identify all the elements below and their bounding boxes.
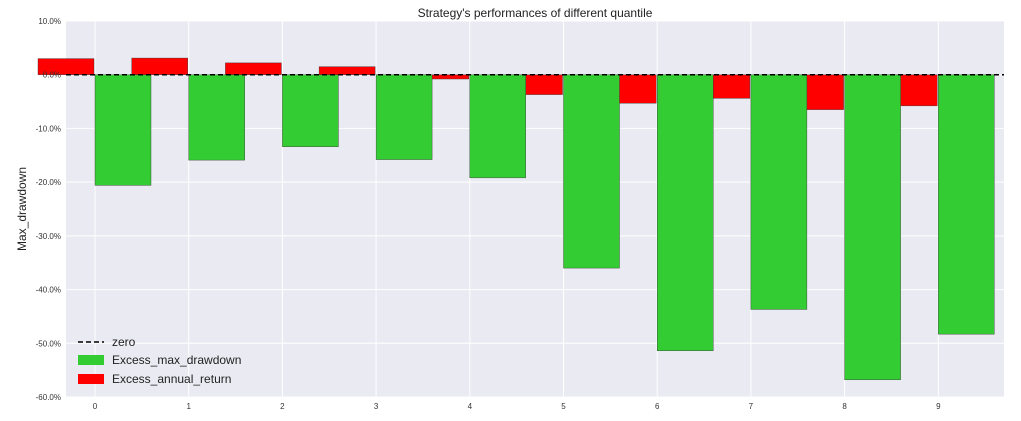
bar-excess-max-drawdown (282, 74, 339, 147)
x-tick-label: 1 (186, 402, 191, 411)
bar-excess-max-drawdown (94, 74, 152, 186)
bar-excess-annual-return (225, 62, 282, 75)
x-tick-label: 2 (280, 402, 285, 411)
chart-title: Strategy's performances of different qua… (418, 6, 653, 20)
y-tick-label: 0.0% (43, 71, 61, 80)
bar-excess-annual-return (318, 66, 376, 75)
bar-excess-max-drawdown (469, 74, 526, 179)
y-axis-label: Max_drawdown (15, 167, 29, 251)
bar-excess-annual-return (131, 57, 188, 75)
legend-swatch-excess-max-drawdown (78, 355, 104, 365)
legend-label-zero: zero (112, 335, 136, 349)
legend-label-excess-annual-return: Excess_annual_return (112, 372, 231, 386)
bar-excess-max-drawdown (750, 74, 808, 310)
legend-label-excess-max-drawdown: Excess_max_drawdown (112, 353, 241, 367)
bar-excess-max-drawdown (657, 74, 714, 352)
x-tick-label: 0 (93, 402, 98, 411)
bar-excess-max-drawdown (375, 74, 433, 160)
x-tick-label: 6 (655, 402, 660, 411)
x-tick-label: 9 (936, 402, 941, 411)
bars (37, 57, 995, 381)
x-tick-label: 4 (468, 402, 473, 411)
y-tick-label: -50.0% (36, 339, 61, 348)
bar-excess-max-drawdown (844, 74, 901, 381)
y-tick-label: -60.0% (36, 393, 61, 402)
y-tick-label: -40.0% (36, 286, 61, 295)
x-tick-label: 5 (561, 402, 566, 411)
y-tick-labels: 10.0% 0.0% -10.0% -20.0% -30.0% -40.0% -50.0% -… (36, 17, 61, 402)
bar-excess-max-drawdown (563, 74, 620, 269)
y-tick-label: -30.0% (36, 232, 61, 241)
bar-excess-max-drawdown (188, 74, 245, 161)
x-tick-label: 3 (374, 402, 379, 411)
x-tick-labels: 0 1 2 3 4 5 6 7 8 9 (93, 402, 941, 411)
y-tick-label: 10.0% (38, 17, 61, 26)
x-tick-label: 7 (749, 402, 754, 411)
y-tick-label: -10.0% (36, 124, 61, 133)
bar-excess-max-drawdown (938, 74, 995, 335)
legend-swatch-excess-annual-return (78, 374, 104, 384)
x-tick-label: 8 (842, 402, 847, 411)
y-tick-label: -20.0% (36, 178, 61, 187)
legend: zero Excess_max_drawdown Excess_annual_r… (78, 335, 241, 386)
